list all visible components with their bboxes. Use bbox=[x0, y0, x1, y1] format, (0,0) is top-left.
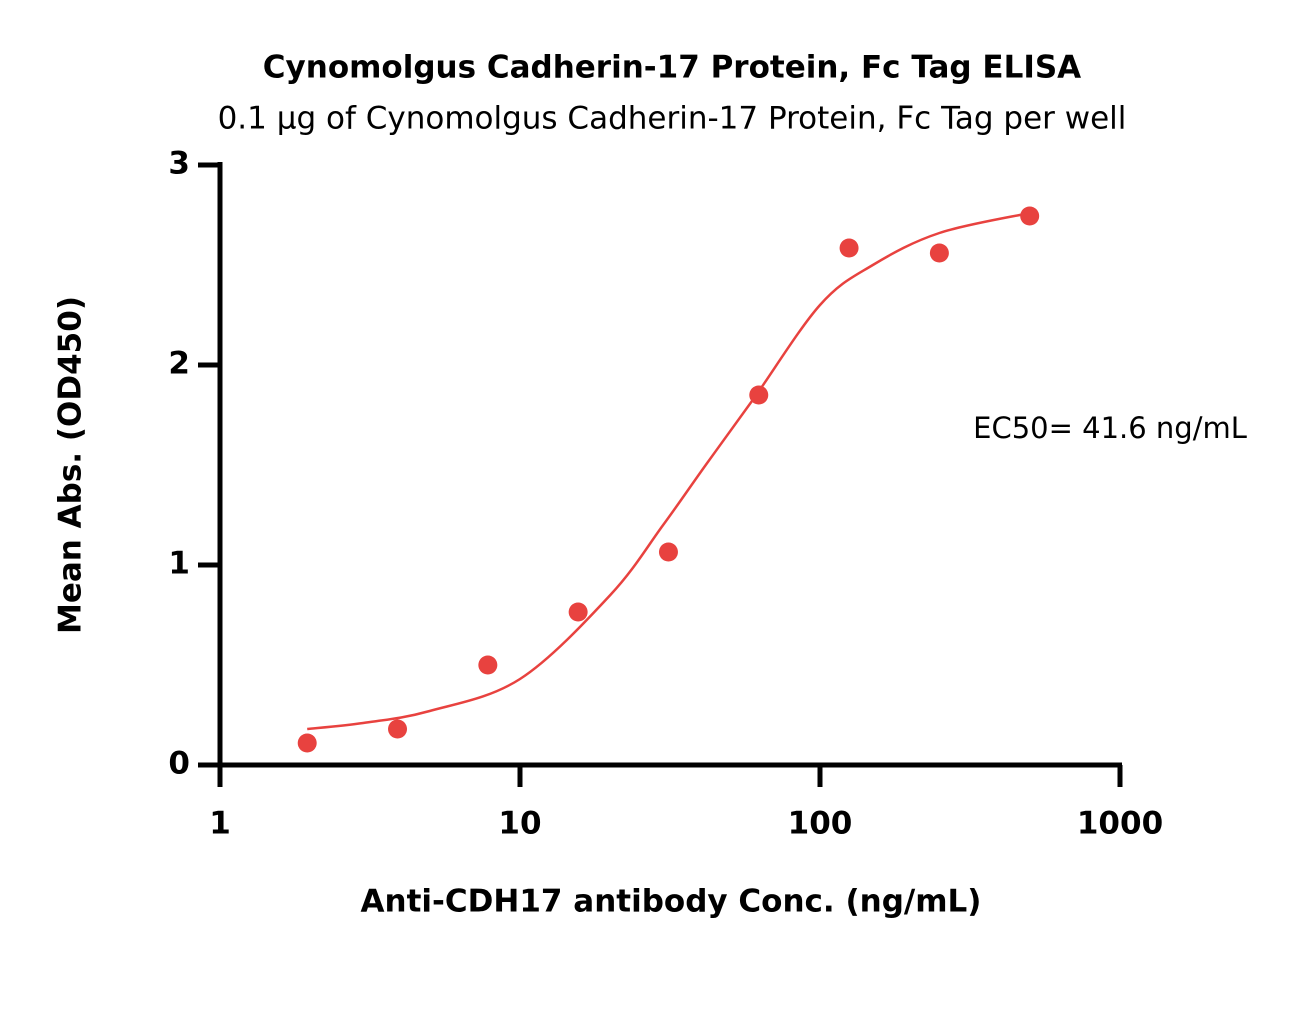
x-tick-label: 1 bbox=[209, 806, 231, 842]
data-point bbox=[388, 719, 408, 739]
y-tick-label: 1 bbox=[168, 546, 190, 582]
data-point bbox=[568, 602, 588, 622]
data-point bbox=[929, 243, 949, 263]
data-point bbox=[839, 238, 859, 258]
y-tick-label: 2 bbox=[168, 346, 190, 382]
data-point bbox=[749, 385, 769, 405]
chart-subtitle: 0.1 µg of Cynomolgus Cadherin-17 Protein… bbox=[218, 101, 1127, 137]
fit-curve bbox=[307, 211, 1030, 731]
data-point bbox=[658, 542, 678, 562]
x-axis-label: Anti-CDH17 antibody Conc. (ng/mL) bbox=[361, 884, 982, 920]
x-tick-label: 10 bbox=[498, 806, 541, 842]
y-axis-label: Mean Abs. (OD450) bbox=[53, 296, 89, 634]
x-tick-label: 1000 bbox=[1077, 806, 1163, 842]
annotation: EC50= 41.6 ng/mL bbox=[973, 411, 1247, 445]
chart-title: Cynomolgus Cadherin-17 Protein, Fc Tag E… bbox=[263, 50, 1081, 86]
y-tick-label: 0 bbox=[168, 746, 190, 782]
x-tick-label: 100 bbox=[788, 806, 853, 842]
y-tick-label: 3 bbox=[168, 146, 190, 182]
data-point bbox=[478, 655, 498, 675]
data-point bbox=[297, 733, 317, 753]
data-point bbox=[1020, 206, 1040, 226]
